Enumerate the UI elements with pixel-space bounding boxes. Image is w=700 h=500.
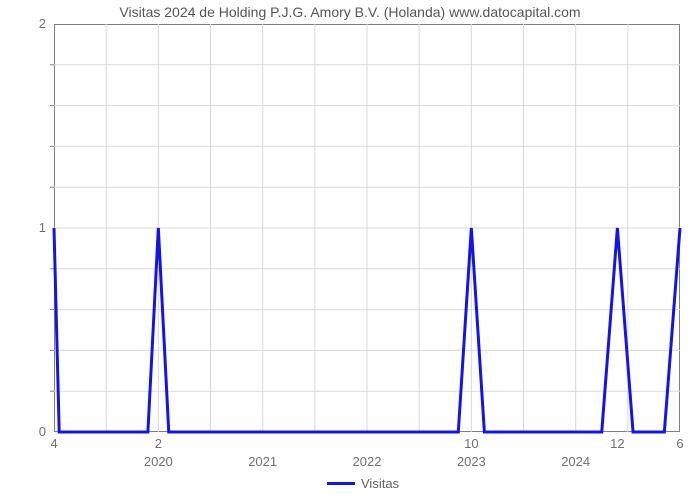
x-tick-label: 2024 (551, 454, 601, 469)
legend-label: Visitas (361, 476, 399, 491)
chart-container: Visitas 2024 de Holding P.J.G. Amory B.V… (0, 0, 700, 500)
data-point-label: 4 (39, 436, 69, 451)
data-point-label: 12 (602, 436, 632, 451)
y-tick-label: 2 (18, 16, 46, 31)
x-tick-label: 2022 (342, 454, 392, 469)
y-tick-label: 1 (18, 220, 46, 235)
x-tick-label: 2023 (446, 454, 496, 469)
legend: Visitas (327, 476, 399, 491)
data-point-label: 2 (143, 436, 173, 451)
data-point-label: 6 (665, 436, 695, 451)
legend-swatch (327, 482, 355, 485)
plot-svg (0, 0, 700, 500)
x-tick-label: 2021 (238, 454, 288, 469)
x-tick-label: 2020 (133, 454, 183, 469)
data-point-label: 10 (456, 436, 486, 451)
